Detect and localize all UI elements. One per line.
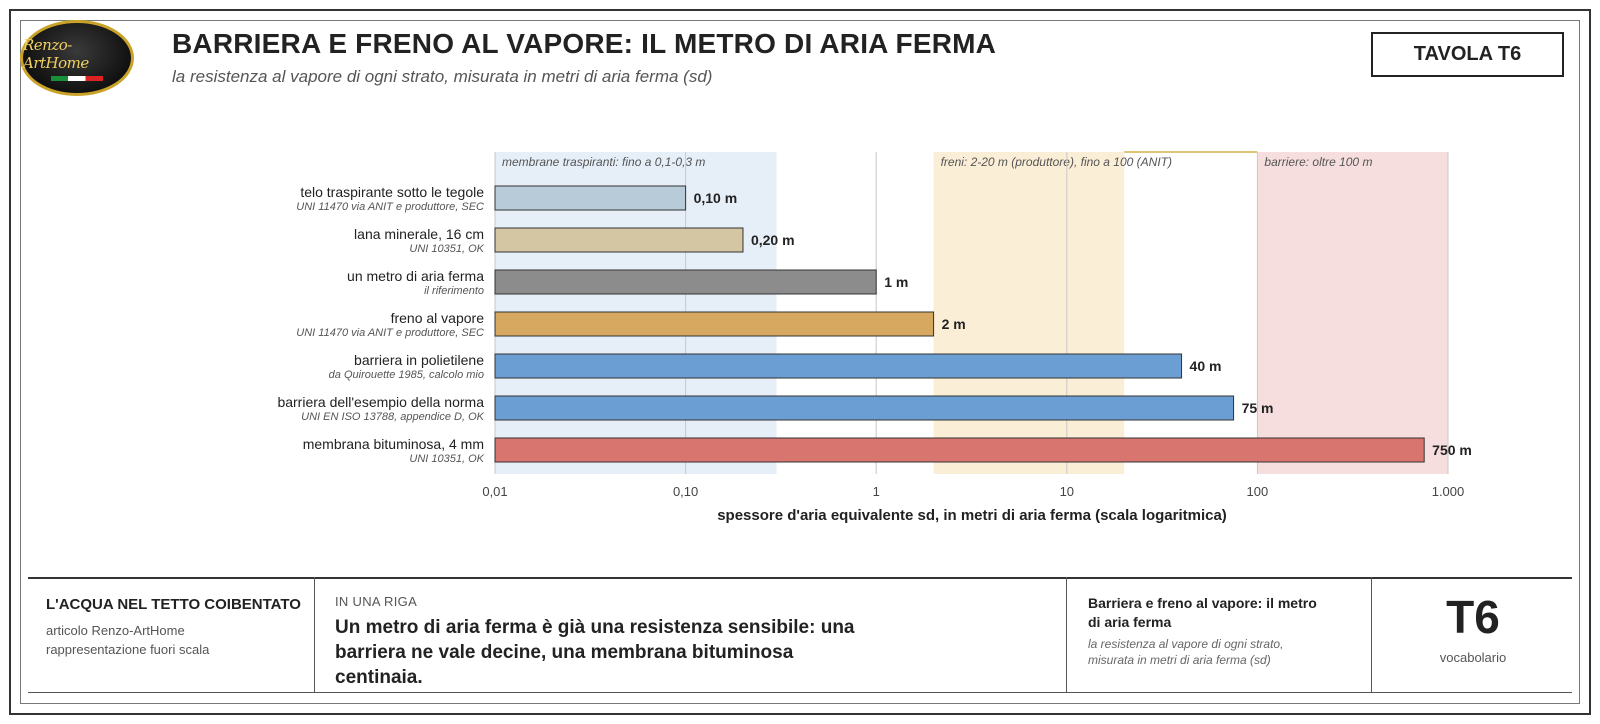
- bar: [494, 395, 1235, 421]
- footer-board-category: vocabolario: [1439, 650, 1507, 665]
- footer-board-subtitle: la resistenza al vapore di ogni strato, …: [1088, 637, 1284, 667]
- x-tick-label: 1: [873, 484, 880, 499]
- zone-band: [933, 152, 1125, 474]
- bar-value-label: 1 m: [884, 274, 908, 290]
- bar: [494, 227, 744, 253]
- footer-divider: [1066, 577, 1067, 692]
- ticks-layer: 0,01 0,10 1 10 100 1.000: [482, 484, 1464, 499]
- bar-source-label: UNI 10351, OK: [409, 453, 484, 465]
- bar-source-label: il riferimento: [424, 285, 484, 297]
- page-subtitle: la resistenza al vapore di ogni strato, …: [172, 67, 713, 86]
- bar-source-label: UNI 11470 via ANIT e produttore, SEC: [296, 327, 484, 339]
- footer-series-title: L'ACQUA NEL TETTO COIBENTATO: [46, 596, 301, 613]
- x-tick-label: 1.000: [1432, 484, 1465, 499]
- logo-text: Renzo-ArtHome: [23, 35, 89, 72]
- bar: [494, 353, 1183, 379]
- italian-flag-icon: [51, 75, 103, 81]
- bar-source-label: da Quirouette 1985, calcolo mio: [329, 369, 484, 381]
- bar-value-label: 0,10 m: [694, 190, 738, 206]
- bar-category-label: un metro di aria ferma: [347, 268, 484, 284]
- bar: [494, 437, 1425, 463]
- bar-source-label: UNI 10351, OK: [409, 243, 484, 255]
- outer-frame: [9, 9, 1591, 715]
- footer-board-title: Barriera e freno al vapore: il metro di …: [1088, 595, 1317, 630]
- page-title: BARRIERA E FRENO AL VAPORE: IL METRO DI …: [172, 28, 997, 59]
- footer-divider: [1371, 577, 1372, 692]
- footer-top-rule: [28, 577, 1572, 579]
- x-axis-title: spessore d'aria equivalente sd, in metri…: [717, 507, 1227, 524]
- bar-category-label: barriera dell'esempio della norma: [277, 394, 484, 410]
- bar-value-label: 750 m: [1432, 442, 1472, 458]
- zone-label: barriere: oltre 100 m: [1264, 155, 1372, 169]
- bar-value-label: 2 m: [942, 316, 966, 332]
- x-tick-label: 100: [1247, 484, 1269, 499]
- bar: [494, 185, 687, 211]
- bar-category-label: lana minerale, 16 cm: [354, 226, 484, 242]
- zone-label: membrane traspiranti: fino a 0,1-0,3 m: [502, 155, 705, 169]
- bar-category-label: barriera in polietilene: [354, 352, 484, 368]
- inner-frame: [20, 20, 1580, 704]
- x-tick-label: 0,01: [482, 484, 507, 499]
- bar-category-label: telo traspirante sotto le tegole: [300, 184, 484, 200]
- bar-source-label: UNI EN ISO 13788, appendice D, OK: [301, 411, 484, 423]
- footer-scale-note: rappresentazione fuori scala: [46, 642, 210, 657]
- bar-category-label: freno al vapore: [391, 310, 485, 326]
- footer-kicker: IN UNA RIGA: [335, 594, 418, 609]
- tavola-badge: TAVOLA T6: [1371, 32, 1564, 77]
- footer-divider: [314, 577, 315, 692]
- x-tick-label: 10: [1060, 484, 1074, 499]
- bar-value-label: 75 m: [1242, 400, 1274, 416]
- bar-category-label: membrana bituminosa, 4 mm: [303, 436, 484, 452]
- footer-headline: Un metro di aria ferma è già una resiste…: [335, 617, 855, 688]
- logo: Renzo-ArtHome: [20, 20, 134, 96]
- bar-value-label: 0,20 m: [751, 232, 795, 248]
- bar: [494, 311, 935, 337]
- bars-layer: [494, 185, 1425, 463]
- bar: [494, 269, 877, 295]
- bar-chart: membrane traspiranti: fino a 0,1-0,3 m fr…: [277, 151, 1472, 524]
- footer-board-code: T6: [1446, 591, 1500, 643]
- footer-article-line: articolo Renzo-ArtHome: [46, 623, 185, 638]
- footer-bottom-rule: [28, 692, 1572, 693]
- x-tick-label: 0,10: [673, 484, 698, 499]
- bar-source-label: UNI 11470 via ANIT e produttore, SEC: [296, 201, 484, 213]
- bar-value-label: 40 m: [1190, 358, 1222, 374]
- zone-label: freni: 2-20 m (produttore), fino a 100 (…: [941, 155, 1172, 169]
- zone-band: [1257, 152, 1448, 474]
